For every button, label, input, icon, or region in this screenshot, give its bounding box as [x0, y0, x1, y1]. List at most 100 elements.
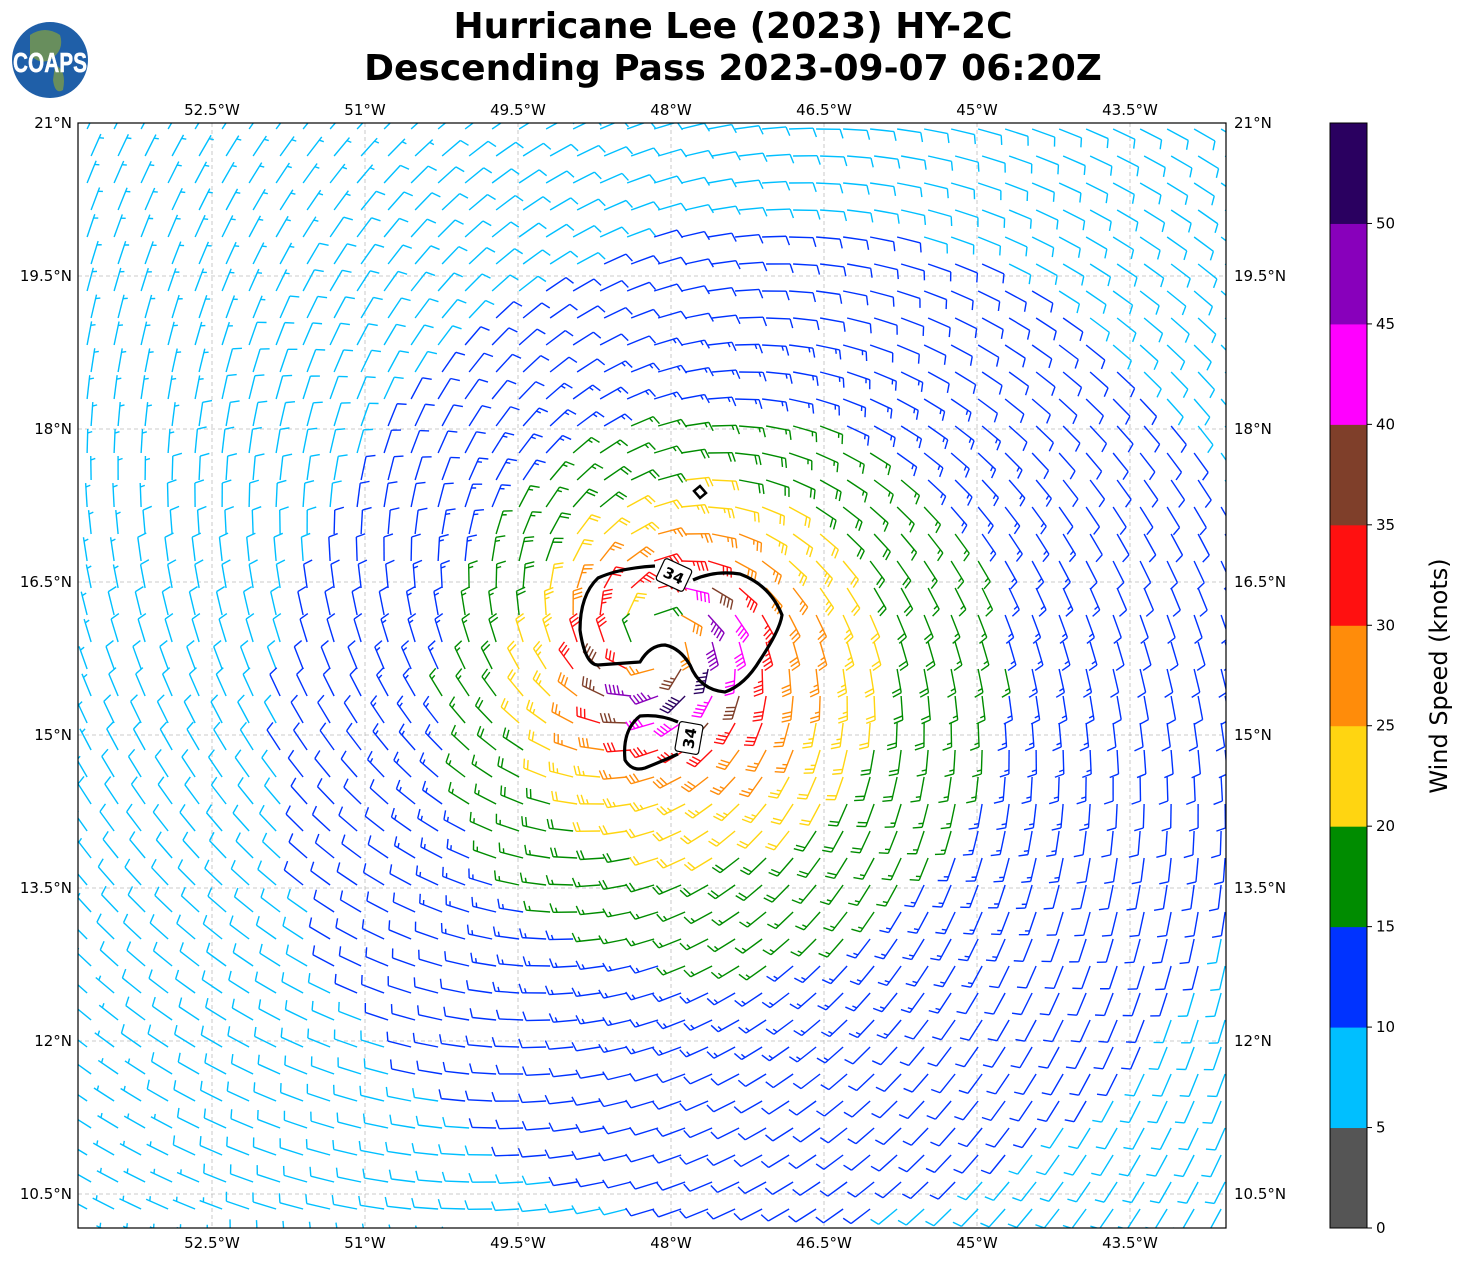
wind-barb	[306, 348, 326, 373]
wind-barb	[549, 1231, 577, 1239]
wind-barb	[305, 1194, 331, 1210]
wind-barb	[869, 506, 889, 532]
wind-barb	[333, 1029, 358, 1048]
wind-barb	[603, 465, 632, 481]
wind-barb	[338, 946, 362, 967]
wind-barb	[710, 1127, 740, 1140]
wind-barb	[950, 128, 976, 145]
wind-barb	[656, 911, 686, 923]
wind-barb	[306, 506, 317, 535]
wind-barb	[206, 942, 227, 967]
contour-line-north	[578, 564, 784, 694]
wind-barb	[788, 506, 811, 528]
wind-barb	[119, 1140, 142, 1156]
wind-barb	[657, 472, 688, 483]
wind-barb	[414, 245, 440, 265]
title-line-2: Descending Pass 2023-09-07 06:20Z	[364, 48, 1102, 89]
wind-barb	[626, 592, 647, 616]
wind-barb	[468, 1172, 497, 1183]
wind-barb	[986, 1073, 1010, 1095]
wind-barb	[468, 457, 489, 481]
wind-barb	[279, 136, 297, 157]
wind-barb	[329, 123, 337, 130]
wind-barb	[255, 915, 277, 940]
wind-barb	[572, 538, 594, 562]
wind-barb	[113, 321, 124, 346]
wind-barb	[815, 614, 828, 644]
wind-barb	[683, 1073, 713, 1085]
wind-barb	[1035, 587, 1047, 617]
wind-barb	[343, 778, 362, 805]
wind-barb	[954, 425, 975, 450]
wind-barb	[923, 290, 948, 310]
wind-barb	[869, 560, 886, 589]
wind-barb	[502, 727, 524, 751]
wind-barb	[789, 236, 817, 248]
wind-barb	[739, 152, 768, 163]
wind-barb	[1008, 587, 1020, 617]
wind-barb	[521, 1175, 551, 1186]
wind-barb	[85, 564, 92, 589]
wind-barb	[710, 1073, 740, 1086]
wind-barb	[626, 494, 656, 508]
lat-tick-label-right: 16.5°N	[1234, 573, 1286, 591]
wind-barb	[877, 965, 902, 987]
wind-barb	[518, 536, 535, 562]
wind-barb	[95, 975, 115, 994]
wind-barb	[488, 612, 499, 643]
wind-barb	[843, 182, 870, 195]
wind-barb	[1062, 587, 1074, 617]
wind-barb	[275, 479, 287, 508]
wind-barb	[86, 375, 95, 400]
wind-barb	[572, 384, 601, 400]
wind-barb	[1004, 182, 1029, 202]
wind-barb	[545, 329, 574, 346]
wind-barb	[1166, 236, 1188, 261]
wind-barb	[603, 1234, 631, 1242]
wind-barb	[387, 244, 413, 265]
wind-barb	[302, 216, 319, 238]
lat-tick-label-left: 10.5°N	[20, 1185, 72, 1203]
wind-barb	[464, 273, 491, 292]
wind-barb	[412, 1087, 439, 1102]
wind-barb	[1061, 641, 1071, 672]
wind-barb	[789, 344, 816, 358]
wind-barb	[842, 506, 863, 531]
wind-barb	[1166, 452, 1183, 481]
wind-barb	[113, 214, 126, 238]
wind-barb	[940, 803, 956, 830]
wind-barb	[1197, 425, 1214, 454]
wind-barb	[899, 1046, 925, 1067]
wind-barb	[1008, 479, 1026, 507]
wind-barb	[387, 138, 407, 157]
wind-barb	[176, 1169, 200, 1183]
wind-barb	[410, 377, 432, 400]
wind-barb	[164, 532, 174, 562]
wind-barb	[1011, 992, 1033, 1016]
wind-barb	[1124, 1073, 1145, 1097]
wind-barb	[356, 323, 378, 346]
wind-barb	[248, 559, 258, 589]
wind-barb	[284, 1000, 308, 1021]
wind-barb	[907, 911, 929, 934]
wind-barb	[127, 748, 142, 778]
wind-barb	[898, 1100, 925, 1120]
wind-barb	[518, 222, 547, 238]
wind-barb	[929, 1181, 956, 1200]
wind-barb	[760, 1208, 790, 1222]
wind-barb	[100, 885, 119, 913]
wind-barb	[1035, 371, 1056, 397]
wind-barb	[438, 1144, 466, 1156]
wind-barb	[977, 236, 1002, 256]
wind-barb	[144, 294, 156, 319]
wind-barb	[1058, 560, 1071, 590]
wind-barb	[440, 559, 450, 589]
wind-barb	[927, 533, 944, 562]
wind-barb	[544, 985, 574, 996]
wind-barb	[174, 1024, 196, 1048]
wind-barb	[275, 374, 293, 400]
wind-barb	[355, 533, 366, 562]
wind-barb	[706, 992, 736, 1006]
wind-barb	[1197, 533, 1210, 563]
wind-barb	[788, 1046, 817, 1063]
